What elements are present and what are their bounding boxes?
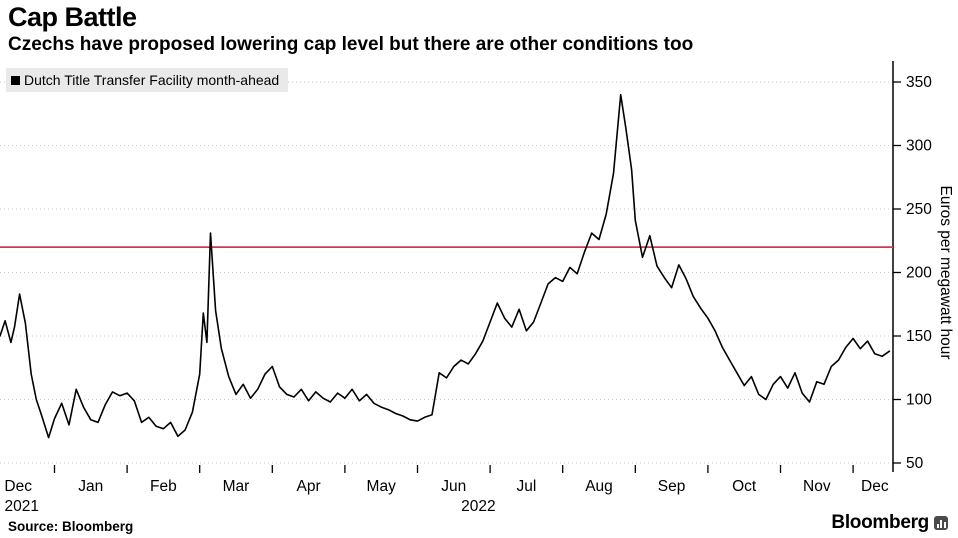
x-tick-label: Mar [223, 478, 250, 495]
series-line [0, 93, 891, 439]
legend-swatch-icon [11, 75, 20, 85]
x-tick-label: Nov [803, 478, 831, 495]
legend-label: Dutch Title Transfer Facility month-ahea… [24, 72, 280, 88]
x-tick-label: Jun [441, 478, 466, 495]
x-tick-label: May [367, 478, 397, 495]
x-tick-label: Oct [732, 478, 757, 495]
bloomberg-mark-icon [934, 516, 948, 530]
x-tick-label: Dec [861, 478, 889, 495]
year-label: 2022 [461, 498, 495, 515]
x-tick-label: Dec [4, 478, 32, 495]
price-line-chart: 50 100 150 200 250 300 350 Dec Jan Feb Mar Apr May Ju… [0, 61, 954, 515]
y-tick-label: 200 [906, 265, 932, 282]
x-tick-label: Feb [150, 478, 177, 495]
y-tick-label: 50 [906, 455, 924, 472]
x-tick-label: Jan [78, 478, 103, 495]
x-tick-label: Apr [297, 478, 321, 495]
x-tick-label: Sep [658, 478, 686, 495]
source-label: Source: Bloomberg [8, 519, 134, 534]
y-tick-label: 250 [906, 201, 932, 218]
y-axis-title: Euros per megawatt hour [937, 185, 954, 359]
y-tick-label: 100 [906, 392, 932, 409]
y-tick-label: 350 [906, 74, 932, 91]
y-tick-label: 300 [906, 138, 932, 155]
y-tick-label: 150 [906, 328, 932, 345]
page-title: Cap Battle [8, 2, 137, 32]
legend: Dutch Title Transfer Facility month-ahea… [6, 68, 289, 92]
bloomberg-logo: Bloomberg [831, 512, 948, 534]
x-tick-label: Aug [585, 478, 613, 495]
page-subtitle: Czechs have proposed lowering cap level … [8, 34, 694, 55]
bloomberg-wordmark: Bloomberg [831, 512, 929, 533]
x-tick-label: Jul [516, 478, 536, 495]
year-label: 2021 [5, 498, 39, 515]
